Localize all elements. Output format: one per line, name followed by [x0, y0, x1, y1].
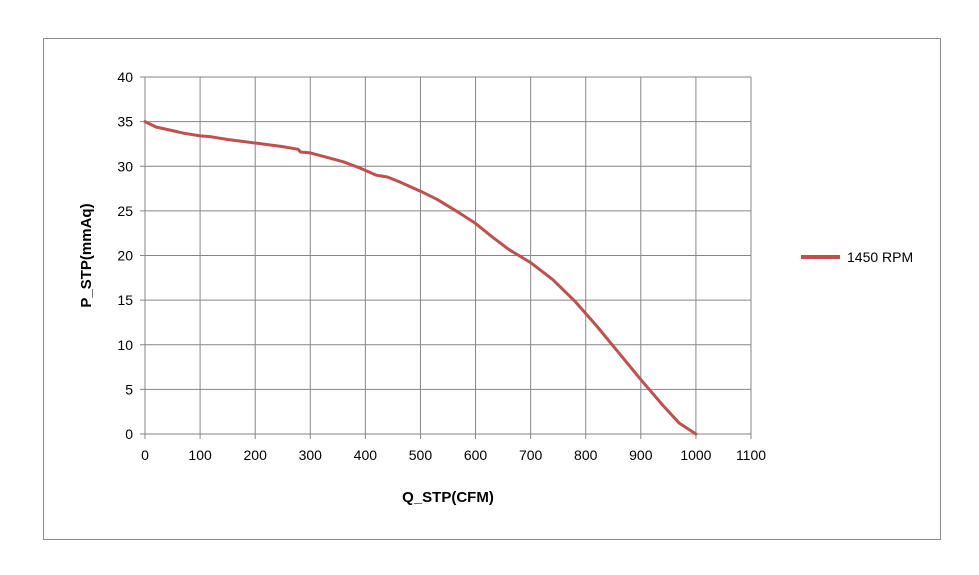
- grid: [140, 76, 752, 439]
- x-tick-label: 300: [299, 447, 323, 463]
- y-tick-label: 0: [125, 426, 133, 442]
- x-tick-label: 800: [574, 447, 598, 463]
- x-tick-label: 500: [409, 447, 433, 463]
- y-tick-label: 30: [117, 158, 133, 174]
- chart-frame: 0 5 10 15 20 25 30 35 40 0 100 200 300 400 500 600 700 80…: [43, 38, 941, 540]
- x-tick-label: 1000: [680, 447, 711, 463]
- y-tick-label: 40: [117, 69, 133, 85]
- y-axis-title: P_STP(mmAq): [78, 203, 95, 307]
- x-tick-label: 900: [629, 447, 653, 463]
- series-layer: [143, 120, 698, 436]
- legend: 1450 RPM: [801, 249, 913, 265]
- x-tick-label: 0: [141, 447, 149, 463]
- x-tick-label: 200: [244, 447, 268, 463]
- x-tick-label: 1100: [736, 447, 766, 463]
- x-axis-title: Q_STP(CFM): [402, 489, 494, 506]
- y-tick-label: 10: [117, 337, 133, 353]
- legend-label-1450-rpm: 1450 RPM: [847, 249, 913, 265]
- series-line-0: [143, 120, 698, 436]
- x-tick-label: 100: [188, 447, 212, 463]
- y-tick-label: 5: [125, 381, 133, 397]
- x-tick-label: 400: [354, 447, 378, 463]
- y-tick-label: 25: [117, 203, 133, 219]
- y-tick-label: 35: [117, 114, 133, 130]
- x-tick-label: 700: [519, 447, 543, 463]
- y-tick-label: 20: [117, 248, 133, 264]
- x-tick-label: 600: [464, 447, 488, 463]
- y-tick-label: 15: [117, 292, 133, 308]
